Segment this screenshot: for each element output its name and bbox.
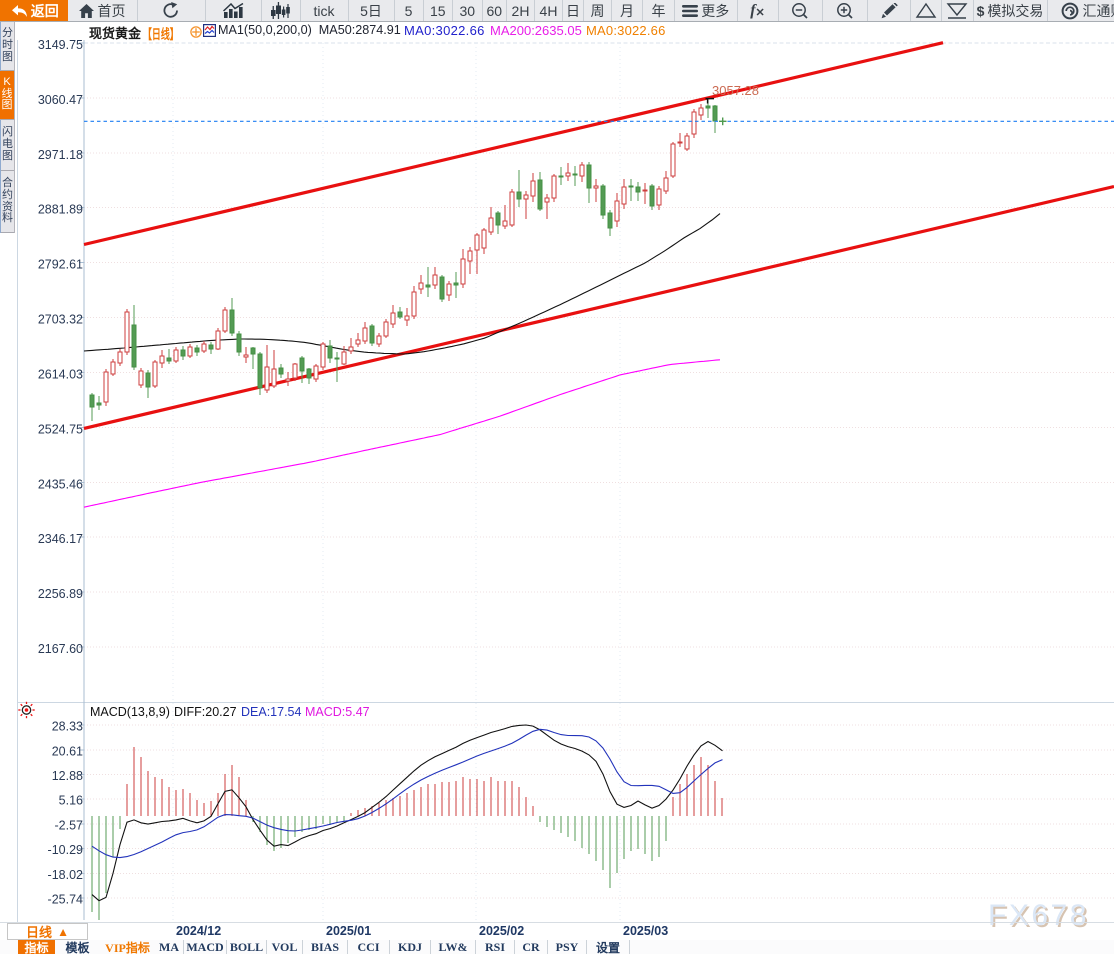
svg-text:2971.18: 2971.18 (38, 148, 83, 162)
svg-text:FX678: FX678 (988, 899, 1089, 932)
svg-text:2025/02: 2025/02 (479, 924, 524, 938)
svg-text:2024/12: 2024/12 (176, 924, 221, 938)
svg-text:MACD:5.47: MACD:5.47 (305, 705, 370, 719)
svg-text:2256.89: 2256.89 (38, 587, 83, 601)
svg-text:2614.03: 2614.03 (38, 367, 83, 381)
svg-text:20.61: 20.61 (52, 744, 83, 758)
svg-text:2346.17: 2346.17 (38, 532, 83, 546)
svg-text:2703.32: 2703.32 (38, 313, 83, 327)
svg-text:2167.60: 2167.60 (38, 642, 83, 656)
svg-text:2435.46: 2435.46 (38, 477, 83, 491)
svg-text:3057.28: 3057.28 (712, 83, 759, 98)
svg-text:DEA:17.54: DEA:17.54 (241, 705, 302, 719)
svg-text:2524.75: 2524.75 (38, 422, 83, 436)
svg-text:3060.47: 3060.47 (38, 93, 83, 107)
svg-text:-2.57: -2.57 (55, 819, 84, 833)
svg-text:-18.02: -18.02 (48, 868, 83, 882)
svg-text:12.88: 12.88 (52, 769, 83, 783)
svg-text:2025/01: 2025/01 (326, 924, 371, 938)
svg-text:2881.89: 2881.89 (38, 203, 83, 217)
svg-text:2025/03: 2025/03 (623, 924, 668, 938)
svg-text:5.16: 5.16 (59, 794, 83, 808)
svg-text:-25.74: -25.74 (48, 893, 83, 907)
svg-text:2792.61: 2792.61 (38, 258, 83, 272)
svg-text:-10.29: -10.29 (48, 843, 83, 857)
svg-text:3149.75: 3149.75 (38, 38, 83, 52)
svg-text:DIFF:20.27: DIFF:20.27 (174, 705, 237, 719)
svg-text:MACD(13,8,9): MACD(13,8,9) (90, 705, 170, 719)
svg-text:28.33: 28.33 (52, 720, 83, 734)
svg-text:FX678: FX678 (990, 901, 1091, 934)
